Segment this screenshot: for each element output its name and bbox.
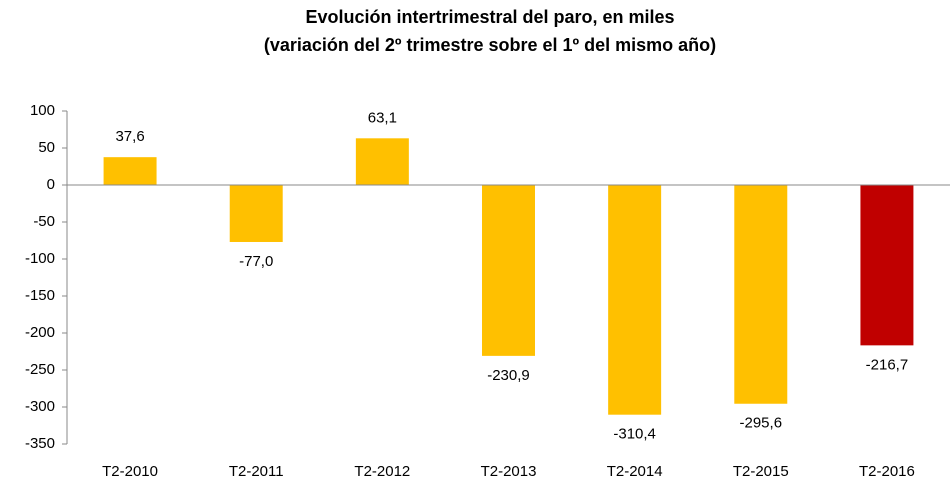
- data-label: 37,6: [115, 128, 144, 145]
- bar: [355, 138, 409, 185]
- data-label: -310,4: [613, 426, 656, 443]
- y-tick-label: -200: [25, 324, 55, 341]
- x-tick-label: T2-2015: [733, 463, 789, 480]
- chart-title: Evolución intertrimestral del paro, en m…: [305, 7, 674, 27]
- x-tick-label: T2-2013: [481, 463, 537, 480]
- y-tick-label: -100: [25, 250, 55, 267]
- bar: [734, 185, 788, 404]
- data-label: -230,9: [487, 367, 530, 384]
- y-tick-label: 50: [38, 139, 55, 156]
- bar: [482, 185, 535, 356]
- data-label: 63,1: [368, 109, 397, 126]
- x-tick-label: T2-2010: [102, 463, 158, 480]
- x-tick-label: T2-2011: [229, 463, 284, 480]
- y-tick-label: 100: [30, 102, 55, 119]
- x-tick-label: T2-2014: [607, 463, 663, 480]
- chart-subtitle: (variación del 2º trimestre sobre el 1º …: [264, 35, 716, 55]
- data-label: -77,0: [239, 253, 273, 270]
- x-tick-label: T2-2012: [354, 463, 410, 480]
- y-tick-label: 0: [47, 176, 55, 193]
- data-label: -295,6: [740, 415, 783, 432]
- bar: [229, 185, 283, 242]
- bar: [860, 185, 914, 346]
- bar: [608, 185, 662, 415]
- data-label: -216,7: [866, 356, 909, 373]
- y-tick-label: -150: [25, 287, 55, 304]
- bar: [103, 157, 157, 185]
- y-tick-label: -250: [25, 361, 55, 378]
- y-tick-label: -50: [33, 213, 55, 230]
- x-tick-label: T2-2016: [859, 463, 915, 480]
- y-tick-label: -350: [25, 435, 55, 452]
- y-tick-label: -300: [25, 398, 55, 415]
